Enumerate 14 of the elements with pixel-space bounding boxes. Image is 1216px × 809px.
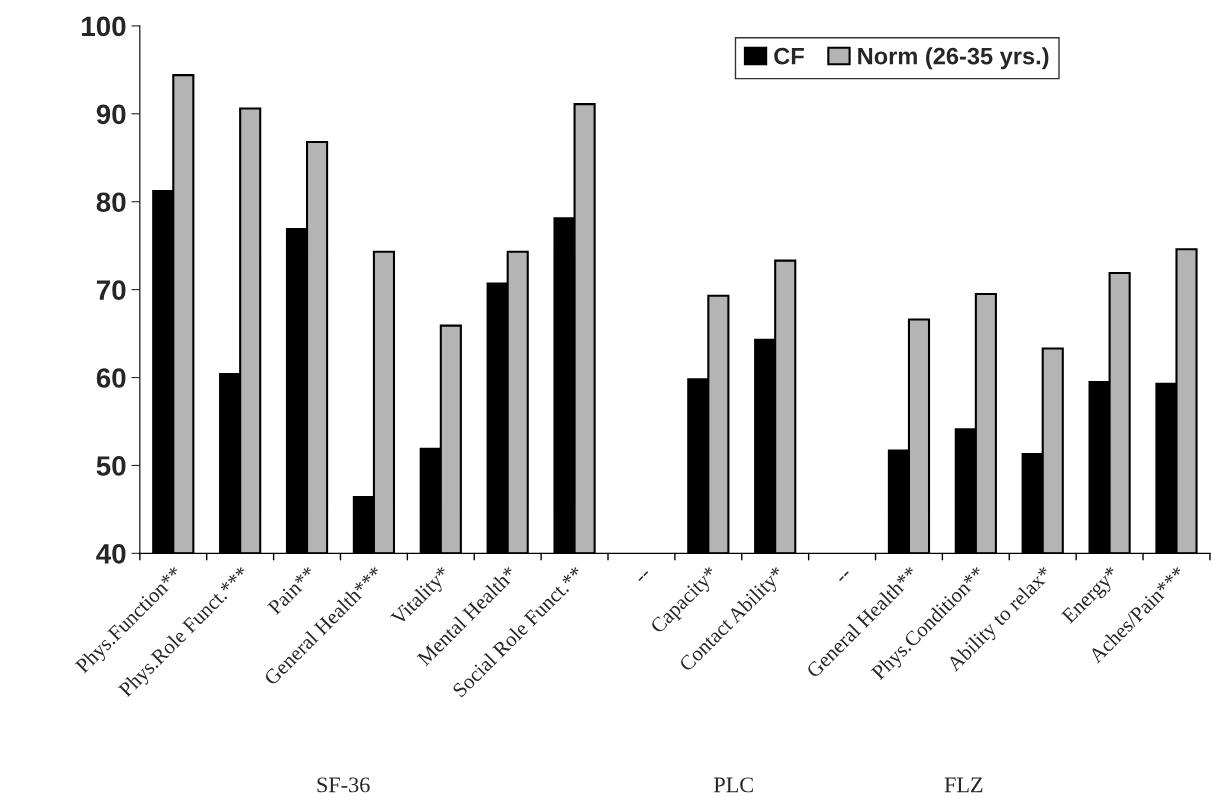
text: SF-36 xyxy=(317,777,370,793)
y-tick-label: 100 xyxy=(82,16,126,37)
legend-label: Norm (26-35 yrs.) xyxy=(858,47,1049,70)
y-tick-label: 60 xyxy=(96,368,126,388)
y-tick-label: 80 xyxy=(96,192,126,213)
x-tick-label: -- xyxy=(638,571,649,582)
legend-label: CF xyxy=(774,47,804,65)
y-tick-label: 90 xyxy=(96,104,126,125)
text: FLZ xyxy=(944,777,983,793)
y-tick-label: 50 xyxy=(96,456,126,476)
y-tick-label: 40 xyxy=(96,544,126,564)
x-tick-label: -- xyxy=(839,571,849,582)
y-tick-label: 70 xyxy=(96,280,126,300)
text: PLC xyxy=(714,777,753,793)
